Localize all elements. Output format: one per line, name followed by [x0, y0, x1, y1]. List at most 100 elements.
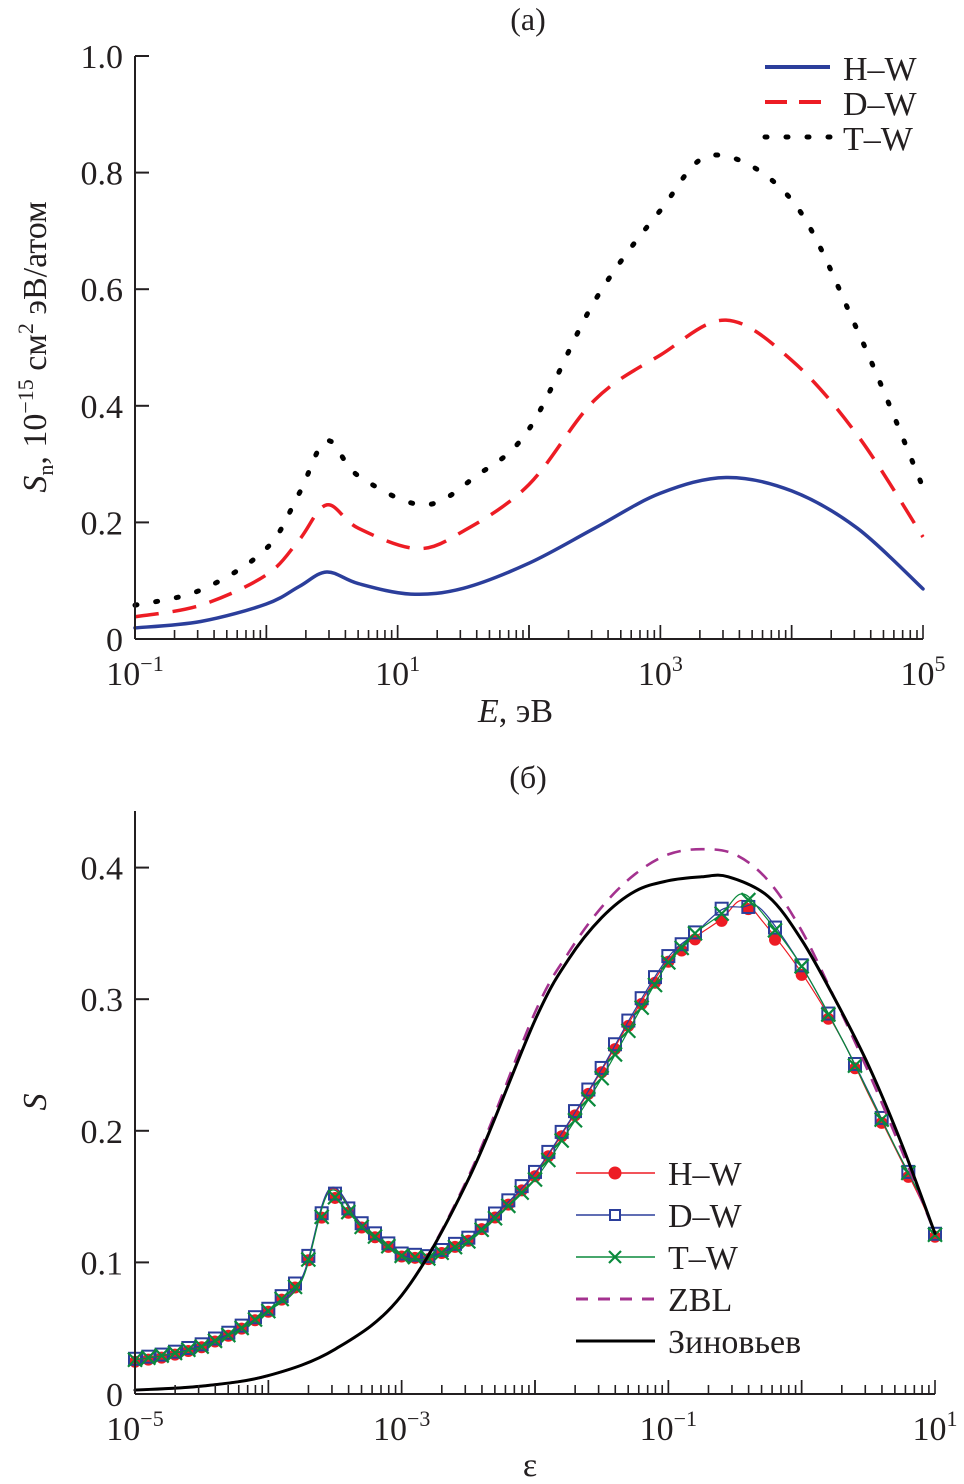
- data-point-tw: [500, 1198, 517, 1214]
- data-point-tw: [393, 1248, 410, 1264]
- series-line-hw: [134, 899, 936, 1361]
- data-point-tw: [140, 1349, 157, 1366]
- x-tick-label: 10−1: [106, 651, 163, 693]
- data-point-dw: [408, 1247, 422, 1262]
- legend-label: T–W: [668, 1240, 739, 1277]
- y-tick-label: 0.8: [81, 156, 124, 193]
- y-tick-label: 0.4: [81, 389, 124, 426]
- x-tick-label: 101: [375, 651, 420, 693]
- data-point-tw: [207, 1333, 223, 1349]
- data-point-hw: [529, 1170, 541, 1183]
- data-point-hw: [169, 1348, 181, 1361]
- data-point-tw: [793, 958, 810, 975]
- data-point-tw: [407, 1249, 423, 1265]
- data-point-tw: [380, 1238, 397, 1254]
- legend-marker: [608, 1166, 622, 1180]
- series-line-зиновьев: [133, 873, 937, 1392]
- data-point-dw: [394, 1246, 409, 1261]
- data-point-tw: [233, 1320, 250, 1336]
- chart-a-series: [132, 152, 926, 630]
- data-point-dw: [768, 920, 782, 935]
- y-tick-label: 0.2: [81, 505, 124, 542]
- data-point-tw: [353, 1219, 370, 1235]
- data-point-tw: [340, 1204, 357, 1220]
- panel-label-b: (б): [509, 759, 547, 795]
- data-point-dw: [341, 1201, 356, 1216]
- data-point-tw: [433, 1244, 450, 1261]
- legend-marker: [609, 1209, 621, 1221]
- data-point-dw: [448, 1236, 462, 1251]
- data-point-tw: [527, 1171, 543, 1188]
- x-tick-label: 103: [638, 651, 683, 693]
- data-point-dw: [688, 925, 702, 940]
- data-point-hw: [769, 933, 781, 946]
- data-point-dw: [928, 1226, 942, 1241]
- data-point-tw: [567, 1112, 583, 1129]
- y-tick-label: 0.3: [81, 982, 124, 1019]
- data-point-tw: [820, 1006, 837, 1023]
- x-tick-label: 10−3: [373, 1406, 430, 1448]
- data-point-tw: [633, 999, 650, 1016]
- data-point-tw: [580, 1091, 597, 1107]
- y-tick-label: 0.6: [81, 272, 124, 309]
- data-point-tw: [247, 1311, 263, 1328]
- data-point-tw: [180, 1342, 197, 1358]
- data-point-dw: [901, 1164, 916, 1179]
- data-point-tw: [313, 1209, 330, 1225]
- chart-b-series: [127, 847, 943, 1392]
- chart-b-axes: 0 0.1 0.2 0.3 0.4 10−5 10−3 10−1 101: [81, 811, 958, 1448]
- data-point-tw: [273, 1291, 290, 1307]
- chart-a-axes: 0 0.2 0.4 0.6 0.8 1.0 10−1 101 103 105: [81, 39, 946, 693]
- data-point-tw: [287, 1279, 303, 1295]
- data-point-dw: [674, 937, 689, 952]
- y-tick-label: 0.1: [81, 1245, 124, 1282]
- data-point-hw: [155, 1351, 168, 1364]
- chart-b-y-axis-title: S: [17, 1094, 54, 1111]
- data-point-tw: [713, 905, 730, 922]
- data-point-tw: [553, 1132, 570, 1149]
- data-point-dw: [848, 1056, 862, 1071]
- data-point-tw: [687, 925, 703, 942]
- chart-a-x-axis-title: E, эВ: [477, 693, 553, 730]
- series-line-dw: [134, 903, 936, 1361]
- data-point-tw: [673, 940, 690, 956]
- y-tick-label: 0: [106, 622, 123, 659]
- data-point-dw: [794, 958, 809, 973]
- data-point-tw: [473, 1221, 490, 1238]
- x-tick-label: 105: [901, 651, 946, 693]
- legend-label: H–W: [843, 51, 918, 88]
- data-point-tw: [767, 922, 783, 939]
- y-tick-label: 0.4: [81, 851, 124, 888]
- chart-b-x-axis-title: ε: [523, 1447, 537, 1484]
- legend-label: Зиновьев: [668, 1324, 801, 1361]
- series-line-dw: [134, 318, 925, 619]
- y-tick-label: 1.0: [81, 39, 124, 76]
- data-point-dw: [181, 1340, 196, 1355]
- data-point-dw: [874, 1110, 889, 1125]
- data-point-tw: [607, 1046, 623, 1063]
- data-point-tw: [847, 1057, 863, 1074]
- data-point-tw: [620, 1023, 637, 1039]
- y-tick-label: 0.2: [81, 1114, 124, 1151]
- y-tick-label: 0: [106, 1377, 123, 1414]
- data-point-tw: [487, 1210, 503, 1226]
- x-tick-label: 10−1: [640, 1406, 697, 1448]
- legend-label: D–W: [668, 1198, 743, 1235]
- data-point-tw: [593, 1070, 610, 1086]
- panel-label-a: (a): [510, 1, 546, 37]
- data-point-dw: [421, 1249, 436, 1264]
- data-point-dw: [261, 1301, 276, 1316]
- data-point-dw: [288, 1276, 302, 1291]
- chart-b-legend: H–W D–W T–W ZBL Зиновьев: [576, 1156, 801, 1361]
- data-point-tw: [447, 1239, 463, 1255]
- data-point-hw: [515, 1184, 528, 1197]
- legend-label: ZBL: [668, 1282, 732, 1319]
- data-point-tw: [327, 1189, 343, 1206]
- data-point-tw: [300, 1251, 317, 1268]
- data-point-tw: [647, 977, 663, 993]
- data-point-tw: [153, 1347, 170, 1364]
- svg-text:Sn, 10−15 см2 эВ/атом: Sn, 10−15 см2 эВ/атом: [13, 201, 58, 492]
- data-point-dw: [354, 1216, 369, 1231]
- data-point-hw: [142, 1353, 155, 1366]
